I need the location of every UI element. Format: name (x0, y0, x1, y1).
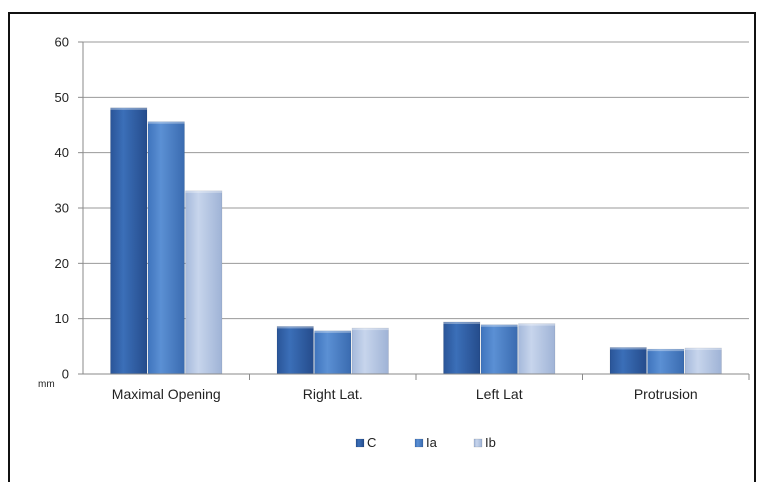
bar-ib-3 (518, 323, 556, 375)
y-tick-label: 50 (55, 90, 69, 105)
bar-cap (277, 326, 314, 329)
bar-cap (481, 324, 518, 327)
bar-c-1 (110, 107, 148, 375)
bar-cap (685, 347, 722, 350)
x-category-label: Maximal Opening (112, 386, 221, 402)
bar-cap (185, 190, 222, 193)
y-tick-label: 60 (55, 35, 69, 50)
bar-ib-2 (351, 327, 389, 375)
y-tick-label: 20 (55, 256, 69, 271)
bar-ia-4 (647, 348, 685, 375)
legend-swatch-c (355, 438, 365, 448)
y-tick-label: 0 (62, 367, 69, 382)
bar-cap (518, 323, 555, 326)
x-category-label: Left Lat (476, 386, 523, 402)
bar-cap (314, 330, 351, 333)
bar-ia-3 (480, 324, 518, 375)
y-tick-label: 10 (55, 311, 69, 326)
bar-c-4 (609, 347, 647, 375)
y-tick-label: 40 (55, 145, 69, 160)
legend-label-c: C (367, 435, 376, 450)
bar-ia-1 (147, 121, 185, 375)
bar-cap (610, 347, 647, 350)
legend-swatch-ia (414, 438, 424, 448)
y-tick-label: 30 (55, 201, 69, 216)
bar-ib-4 (684, 347, 722, 375)
bar-cap (352, 328, 389, 331)
legend-label-ib: Ib (485, 435, 496, 450)
bar-ia-2 (314, 330, 352, 375)
bar-cap (443, 321, 480, 324)
bar-c-2 (276, 326, 314, 375)
bar-cap (110, 107, 147, 110)
bar-c-3 (443, 321, 481, 375)
bar-cap (647, 349, 684, 352)
chart-frame (8, 12, 756, 482)
bar-cap (148, 121, 185, 124)
legend-swatch-ib (473, 438, 483, 448)
x-category-label: Right Lat. (303, 386, 363, 402)
legend-label-ia: Ia (426, 435, 438, 450)
x-category-label: Protrusion (634, 386, 698, 402)
y-unit-label: mm (38, 379, 55, 390)
bar-ib-1 (185, 190, 223, 375)
